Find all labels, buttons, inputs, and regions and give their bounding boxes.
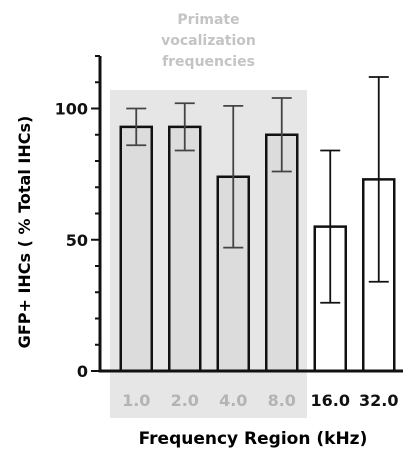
error-bar-4.0	[223, 104, 244, 249]
x-tick-label: 2.0	[171, 391, 199, 410]
x-tick-label: 32.0	[359, 391, 398, 410]
x-tick-label: 8.0	[268, 391, 296, 410]
y-tick-label: 100	[55, 100, 88, 119]
y-tick-label: 0	[77, 362, 88, 381]
y-tick-label: 50	[66, 231, 88, 250]
x-tick-label: 16.0	[311, 391, 350, 410]
x-axis-label: Frequency Region (kHz)	[139, 429, 368, 449]
error-bar-1.0	[126, 107, 147, 147]
x-tick-label: 4.0	[219, 391, 247, 410]
error-bar-32.0	[368, 76, 389, 283]
highlight-label-line: frequencies	[162, 54, 255, 70]
highlight-label: Primate vocalization frequencies	[161, 12, 256, 70]
x-tick-label: 1.0	[122, 391, 150, 410]
error-bar-2.0	[174, 102, 195, 152]
error-bar-16.0	[320, 149, 341, 304]
y-axis-label: GFP+ IHCs ( % Total IHCs)	[15, 116, 34, 349]
error-bar-8.0	[271, 97, 292, 173]
bar-1.0	[119, 125, 153, 373]
highlight-label-line: vocalization	[161, 33, 256, 49]
bar-2.0	[168, 125, 202, 373]
highlight-label-line: Primate	[177, 12, 239, 28]
